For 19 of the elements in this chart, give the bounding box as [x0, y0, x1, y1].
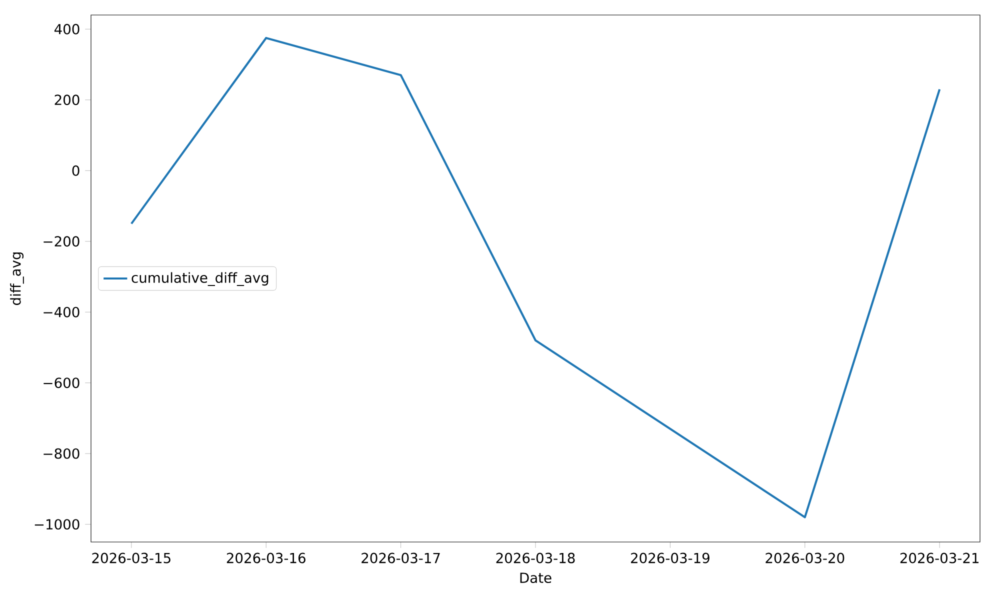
y-tick-label: −1000	[34, 519, 80, 530]
y-tick-label: 0	[72, 165, 80, 176]
x-tick-label: 2026-03-15	[92, 552, 170, 564]
x-axis-title: Date	[520, 572, 552, 584]
x-tick-label: 2026-03-17	[362, 552, 440, 564]
y-tick-label: 200	[54, 94, 80, 106]
y-tick-label: −200	[44, 236, 80, 247]
x-tick-label: 2026-03-18	[496, 552, 575, 564]
x-tick-label: 2026-03-21	[900, 552, 979, 564]
y-tick-label: −800	[44, 448, 80, 459]
y-tick-label: 400	[54, 24, 80, 34]
x-tick-label: 2026-03-16	[226, 552, 306, 564]
y-tick-label: −400	[44, 306, 80, 318]
x-tick-label: 2026-03-20	[766, 552, 844, 564]
legend-label: cumulative_diff_avg	[132, 272, 268, 286]
line-series	[130, 36, 941, 518]
y-tick-label: −600	[44, 378, 80, 388]
y-axis-title: diff_avg	[10, 252, 24, 306]
x-tick-label: 2026-03-19	[631, 552, 710, 564]
